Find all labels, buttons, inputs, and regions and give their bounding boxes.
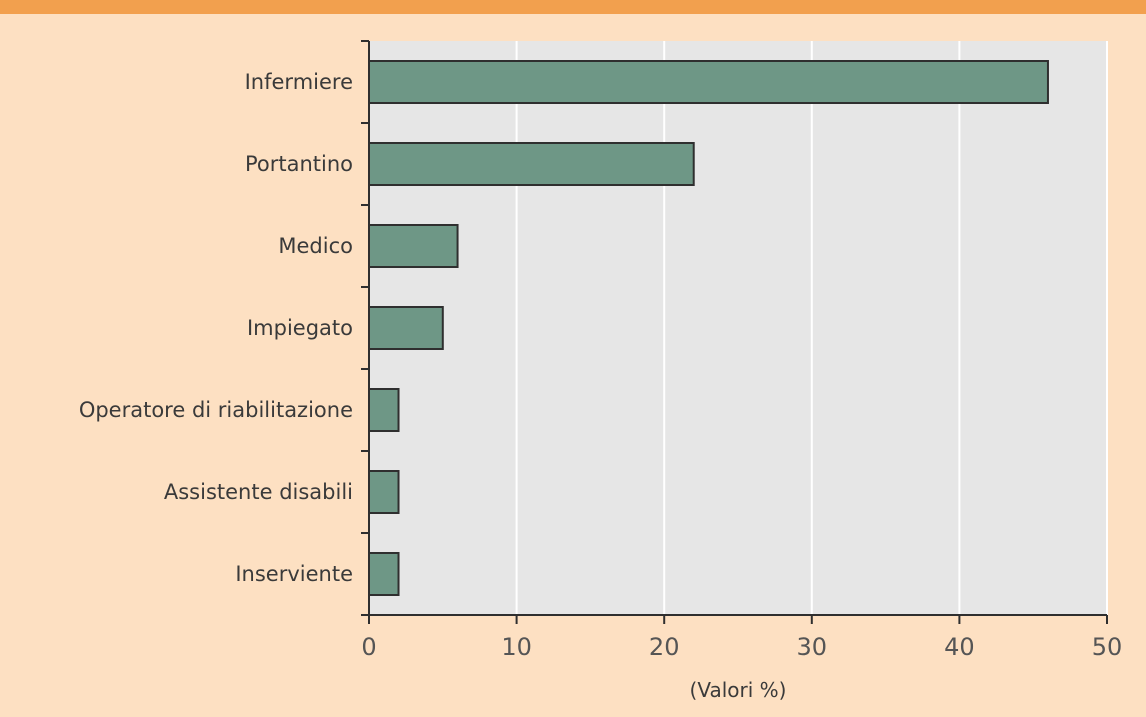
category-label: Medico: [278, 234, 353, 258]
axes: [361, 40, 1108, 624]
bar-operatore-di-riabilitazione: [368, 388, 400, 432]
bar-inserviente: [368, 552, 400, 596]
x-tick-label: 20: [649, 633, 680, 661]
x-tick-label: 50: [1092, 633, 1123, 661]
top-accent-rule: [0, 0, 1146, 14]
plot-area: [369, 41, 1107, 615]
x-axis-label: (Valori %): [690, 678, 787, 702]
x-tick-label: 30: [797, 633, 828, 661]
category-label: Inserviente: [235, 562, 353, 586]
category-labels: Infermiere Portantino Medico Impiegato Opera…: [79, 70, 353, 586]
category-label: Portantino: [245, 152, 353, 176]
bar-portantino: [368, 142, 695, 186]
bar-impiegato: [368, 306, 444, 350]
x-tick-label: 40: [944, 633, 975, 661]
x-tick-label: 10: [501, 633, 532, 661]
bar-medico: [368, 224, 459, 268]
category-label: Infermiere: [245, 70, 353, 94]
category-label: Assistente disabili: [164, 480, 353, 504]
category-label: Operatore di riabilitazione: [79, 398, 353, 422]
gridlines: [515, 41, 1108, 615]
category-label: Impiegato: [247, 316, 353, 340]
x-tick-label: 0: [361, 633, 376, 661]
x-tick-labels: 0 10 20 30 40 50: [361, 633, 1122, 661]
bar-assistente-disabili: [368, 470, 400, 514]
bar-infermiere: [368, 60, 1049, 104]
